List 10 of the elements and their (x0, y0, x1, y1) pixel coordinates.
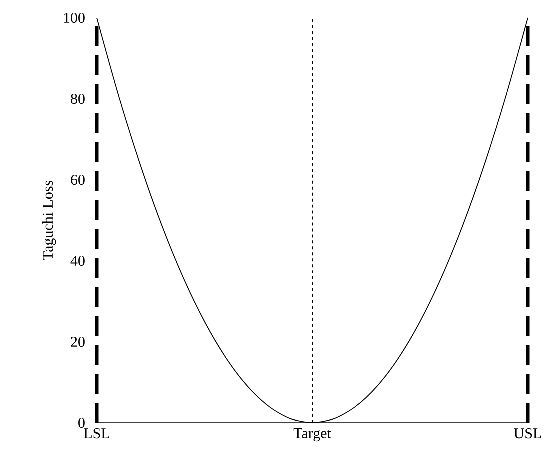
x-tick-label: Target (294, 428, 332, 442)
y-tick-label: 80 (71, 94, 85, 104)
y-tick-label: 60 (71, 174, 85, 186)
y-tick-label: 0 (78, 418, 85, 428)
y-axis-title: Taguchi Loss (42, 180, 56, 260)
y-tick-label: 40 (70, 256, 85, 266)
y-tick-label: 100 (64, 12, 85, 24)
x-tick-label: LSL (84, 428, 110, 439)
y-tick-label: 20 (71, 336, 85, 348)
x-tick-label: USL (514, 428, 542, 439)
